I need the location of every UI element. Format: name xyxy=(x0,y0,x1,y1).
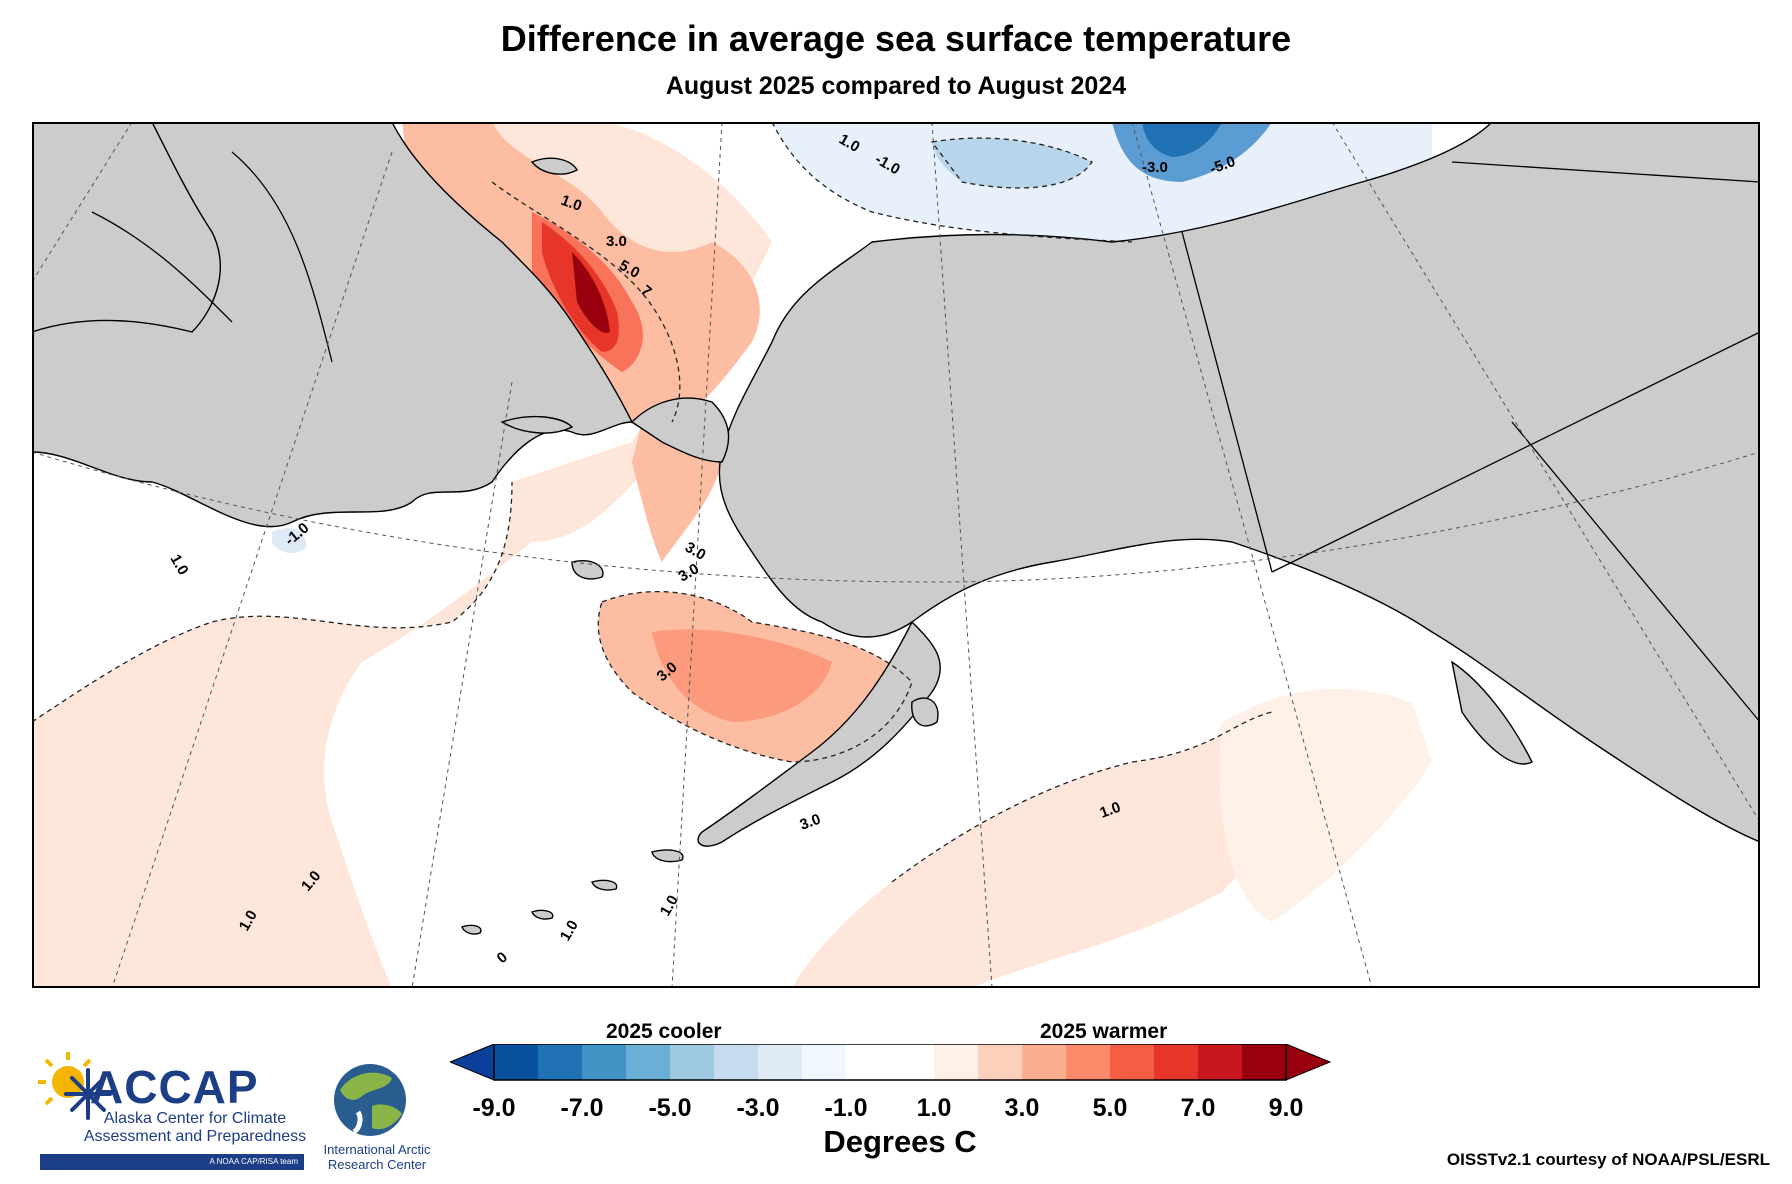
tick-label: -3.0 xyxy=(736,1094,780,1122)
alaska-mainland xyxy=(718,122,1760,843)
anomaly-1-3-bering xyxy=(32,122,772,988)
yukon-nwt-border xyxy=(1271,331,1760,573)
colorbar-segment xyxy=(1110,1044,1154,1080)
colorbar-segment xyxy=(1198,1044,1242,1080)
st-lawrence-island xyxy=(500,415,574,434)
anomaly-5-7-bristol xyxy=(652,629,832,722)
longitude-line-7 xyxy=(1331,122,1760,823)
colorbar-segment xyxy=(626,1044,670,1080)
cooler-label: 2025 cooler xyxy=(606,1020,722,1043)
colorbar-segment xyxy=(1242,1044,1286,1080)
tick-label: 1.0 xyxy=(916,1094,952,1122)
iarc-globe-icon xyxy=(334,1064,406,1136)
longitude-line-3 xyxy=(411,381,513,988)
wrangel-island xyxy=(530,157,578,175)
colorbar-segment xyxy=(890,1044,934,1080)
tick-label: 3.0 xyxy=(1004,1094,1040,1122)
anomaly-1-3-gulf xyxy=(792,712,1280,988)
contour-label: 3.0 xyxy=(606,233,627,250)
land-masses xyxy=(32,122,1760,935)
longitude-line-4 xyxy=(671,122,723,988)
map-frame xyxy=(32,122,1760,988)
tick-label: -9.0 xyxy=(472,1094,516,1122)
contour-label: -3.0 xyxy=(1142,159,1168,176)
colorbar-segment xyxy=(670,1044,714,1080)
contour-3-0-chukchi xyxy=(491,181,681,423)
contour-neg-3-0 xyxy=(930,137,1093,189)
map-subtitle: August 2025 compared to August 2024 xyxy=(665,72,1127,100)
kodiak-island xyxy=(911,697,939,727)
tick-label: 5.0 xyxy=(1092,1094,1128,1122)
russia-internal-border-2 xyxy=(91,211,233,323)
accap-logo-icon xyxy=(38,1052,112,1120)
anomaly-neg7-beaufort xyxy=(1142,122,1222,157)
aleutian-island-4 xyxy=(461,924,482,935)
latitude-line-60 xyxy=(32,451,1760,583)
tick-label: -5.0 xyxy=(648,1094,692,1122)
aleutian-island-1 xyxy=(651,849,684,863)
southeast-alaska-islands xyxy=(1450,660,1533,765)
accap-name: ACCAP xyxy=(90,1061,259,1113)
colorbar-segment xyxy=(934,1044,978,1080)
colorbar-under-arrow xyxy=(450,1044,495,1081)
contour-1-0-gulf xyxy=(891,711,1273,883)
contour-neg-1-0 xyxy=(771,122,1133,243)
contour-label: 3.0 xyxy=(798,811,823,834)
colorbar-segment xyxy=(1022,1044,1066,1080)
colorbar-segment xyxy=(582,1044,626,1080)
graticule xyxy=(32,122,1760,988)
tick-label: 7.0 xyxy=(1180,1094,1216,1122)
colorbar-over-arrow xyxy=(1285,1044,1332,1081)
tick-label: -1.0 xyxy=(824,1094,868,1122)
aleutian-island-2 xyxy=(591,879,618,891)
nunivak-island xyxy=(571,560,604,580)
iarc-name: International Arctic Research Center xyxy=(323,1142,431,1172)
anomaly-9-core xyxy=(572,252,610,333)
contour-label: 1.0 xyxy=(559,192,584,215)
anomaly-neg1-spot xyxy=(272,527,307,554)
tick-label: 9.0 xyxy=(1268,1094,1304,1122)
aleutian-island-3 xyxy=(531,909,554,920)
longitude-line-5 xyxy=(931,122,993,988)
contour-label: 1.0 xyxy=(1098,799,1123,822)
units-label: Degrees C xyxy=(823,1124,977,1159)
accap-full-name: Alaska Center for Climate Assessment and… xyxy=(83,1110,307,1145)
warmer-label: 2025 warmer xyxy=(1040,1020,1168,1043)
contour-3-0-bristol xyxy=(597,591,913,763)
siberia-southwest-land xyxy=(32,122,221,333)
colorbar-segment xyxy=(978,1044,1022,1080)
colorbar-segment xyxy=(1066,1044,1110,1080)
accap-tag: A NOAA CAP/RISA team xyxy=(40,1154,304,1170)
canada-alaska-border xyxy=(1181,231,1273,573)
alaska-peninsula xyxy=(697,620,941,847)
russia-internal-border xyxy=(231,151,333,363)
tick-label: -7.0 xyxy=(560,1094,604,1122)
colorbar xyxy=(450,1044,1332,1081)
longitude-line-6 xyxy=(1131,122,1373,988)
nwt-border-north xyxy=(1451,161,1760,183)
seward-peninsula xyxy=(630,397,730,463)
sst-difference-map: 1.0 1.0 1.0 1.0 1.0 1.0 1.0 1.0 3.0 3.0 … xyxy=(32,122,1760,988)
colorbar-segment xyxy=(758,1044,802,1080)
contour-1-0-bering xyxy=(32,481,513,723)
contour-lines xyxy=(32,122,1273,883)
map-title: Difference in average sea surface temper… xyxy=(500,18,1292,59)
colorbar-segment xyxy=(1154,1044,1198,1080)
political-borders xyxy=(91,151,1760,723)
data-credit: OISSTv2.1 courtesy of NOAA/PSL/ESRL xyxy=(1446,1150,1770,1169)
colorbar-segment xyxy=(714,1044,758,1080)
anomaly-neg3-beaufort xyxy=(932,138,1092,188)
anomaly-1-3-east xyxy=(1219,688,1432,922)
colorbar-segment xyxy=(846,1044,890,1080)
colorbar-segment xyxy=(802,1044,846,1080)
colorbar-segment xyxy=(538,1044,582,1080)
colorbar-frame xyxy=(493,1044,1287,1081)
colorbar-segment xyxy=(494,1044,538,1080)
bc-yukon-border xyxy=(1511,421,1760,723)
longitude-line-2 xyxy=(111,151,393,988)
warm-anomaly-fields xyxy=(32,122,1432,988)
